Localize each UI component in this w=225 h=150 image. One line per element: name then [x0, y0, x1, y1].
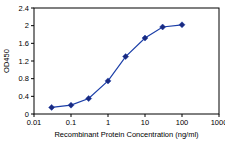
y-tick-label: 2.4 — [19, 4, 29, 13]
data-marker — [68, 102, 74, 108]
data-marker — [86, 96, 92, 102]
x-tick — [34, 114, 35, 117]
x-tick-label: 100 — [176, 118, 189, 127]
plot-frame — [34, 8, 219, 114]
y-tick — [31, 8, 34, 9]
y-tick — [31, 78, 34, 79]
y-tick-label: 2 — [25, 21, 29, 30]
x-tick-label: 0.1 — [66, 118, 76, 127]
y-tick — [31, 43, 34, 44]
data-marker — [179, 22, 185, 28]
x-tick-label: 10 — [141, 118, 149, 127]
x-tick — [145, 114, 146, 117]
x-axis-label: Recombinant Protein Concentration (ng/ml… — [54, 130, 199, 139]
data-marker — [49, 104, 55, 110]
data-line — [52, 25, 182, 108]
chart: 00.40.81.21.622.40.010.11101001000Recomb… — [0, 0, 225, 150]
x-tick — [182, 114, 183, 117]
x-tick-label: 1 — [106, 118, 110, 127]
data-marker — [142, 35, 148, 41]
y-tick-label: 1.2 — [19, 57, 29, 66]
y-tick — [31, 25, 34, 26]
y-tick-label: 0.4 — [19, 92, 29, 101]
y-tick-label: 0.8 — [19, 74, 29, 83]
x-tick-label: 1000 — [211, 118, 225, 127]
data-marker — [123, 54, 129, 60]
y-axis-label: OD450 — [2, 49, 11, 73]
x-tick — [108, 114, 109, 117]
data-marker — [160, 24, 166, 30]
y-tick — [31, 61, 34, 62]
x-tick — [219, 114, 220, 117]
x-tick — [71, 114, 72, 117]
data-marker — [105, 78, 111, 84]
plot-area — [49, 22, 185, 111]
y-tick-label: 1.6 — [19, 39, 29, 48]
x-tick-label: 0.01 — [27, 118, 42, 127]
y-tick — [31, 96, 34, 97]
